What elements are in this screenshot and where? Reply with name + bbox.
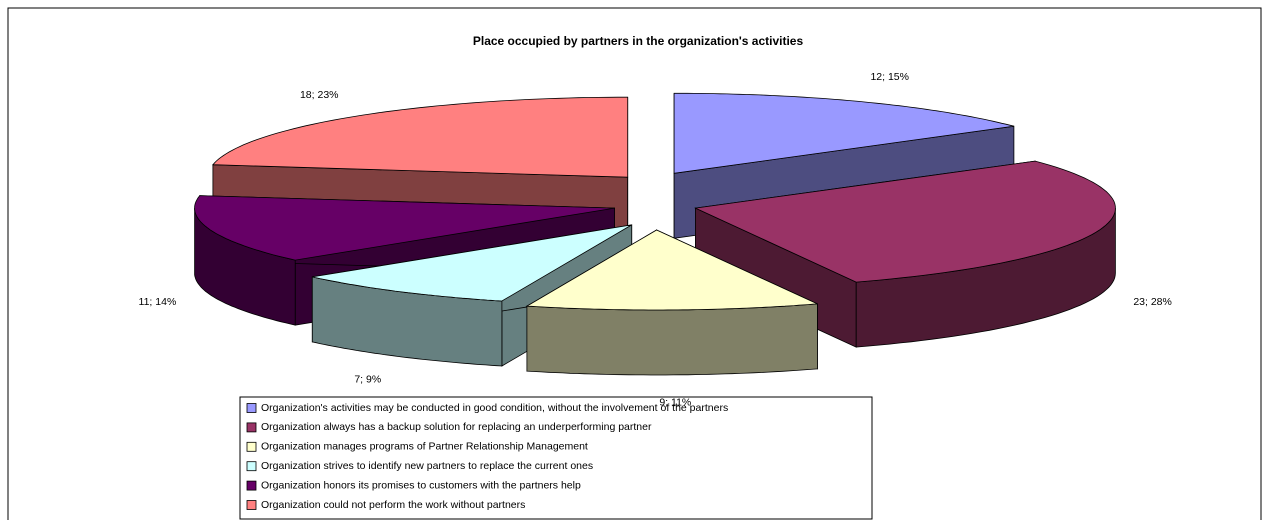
data-label: 18; 23%: [300, 89, 339, 101]
legend-swatch: [246, 422, 257, 433]
legend-label: Organization strives to identify new par…: [261, 460, 593, 472]
data-label: 11; 14%: [139, 296, 177, 308]
slice-side: [526, 303, 818, 376]
legend-label: Organization could not perform the work …: [261, 499, 525, 511]
slice: [212, 96, 629, 178]
legend-swatch: [246, 403, 257, 413]
data-label: 9; 11%: [659, 397, 691, 409]
data-label: 7; 9%: [354, 374, 381, 386]
legend-label: Organization manages programs of Partner…: [261, 441, 588, 453]
legend: [239, 396, 873, 520]
legend-swatch: [246, 461, 257, 472]
slice: [194, 195, 615, 261]
legend-label: Organization honors its promises to cust…: [261, 479, 581, 491]
slice: [525, 229, 818, 311]
legend-swatch: [246, 500, 257, 510]
slice: [693, 160, 1116, 283]
legend-swatch: [246, 480, 257, 491]
data-label: 23; 28%: [1133, 296, 1172, 308]
chart-border: [7, 7, 1262, 520]
slice: [673, 92, 1014, 174]
legend-swatch: [246, 441, 257, 452]
legend-label: Organization always has a backup solutio…: [261, 421, 652, 433]
chart-title: Place occupied by partners in the organi…: [473, 34, 804, 48]
data-label: 12; 15%: [870, 71, 909, 83]
slice: [312, 224, 632, 302]
legend-label: Organization's activities may be conduct…: [261, 402, 728, 414]
